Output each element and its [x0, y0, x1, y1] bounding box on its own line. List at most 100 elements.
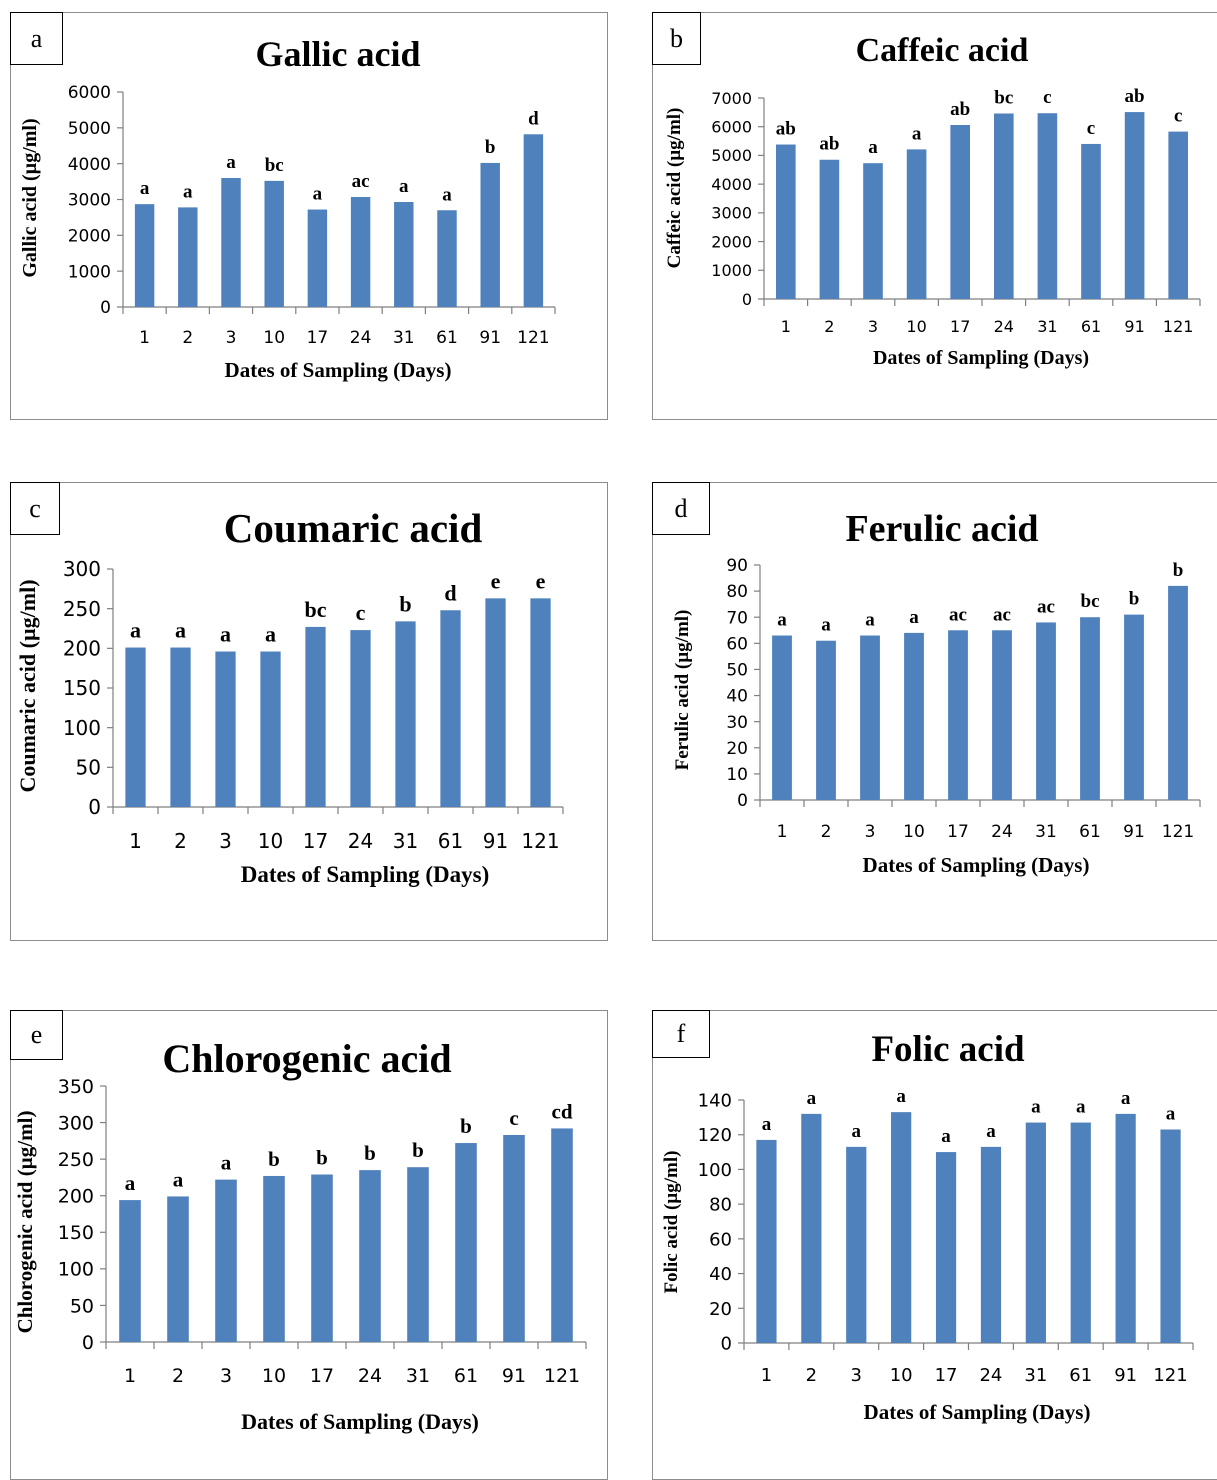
bar-3: [860, 635, 880, 800]
x-tick-label: 3: [851, 1365, 862, 1386]
data-label: a: [399, 176, 409, 197]
data-label: c: [1174, 106, 1182, 127]
y-tick-label: 150: [63, 676, 101, 700]
chart-title: Folic acid: [871, 1029, 1025, 1070]
x-tick-label: 10: [262, 1365, 286, 1387]
bar-31: [395, 621, 416, 807]
y-axis-label: Folic acid (µg/ml): [661, 1151, 682, 1294]
bar-10: [891, 1112, 912, 1343]
bar-121: [1160, 1129, 1181, 1343]
data-label: ab: [1125, 86, 1145, 107]
y-tick-label: 250: [63, 597, 101, 621]
x-axis-label: Dates of Sampling (Days): [864, 1400, 1091, 1424]
x-tick-label: 3: [865, 822, 876, 842]
x-tick-label: 10: [258, 829, 283, 853]
y-tick-label: 300: [58, 1112, 94, 1134]
data-label: a: [909, 607, 919, 628]
y-tick-label: 0: [88, 795, 101, 819]
bar-10: [260, 651, 281, 807]
data-label: a: [125, 1171, 136, 1195]
x-tick-label: 121: [1163, 317, 1194, 336]
data-label: b: [1173, 560, 1184, 581]
data-label: e: [491, 568, 501, 593]
bar-1: [772, 635, 792, 800]
data-label: c: [356, 600, 366, 625]
bar-61: [1070, 1122, 1091, 1343]
y-tick-label: 50: [70, 1295, 94, 1317]
bar-91: [480, 162, 500, 307]
bar-121: [1168, 585, 1188, 800]
y-axis-label: Coumaric acid (µg/ml): [15, 579, 40, 792]
x-tick-label: 91: [502, 1365, 526, 1387]
bar-3: [863, 163, 883, 299]
data-label: ac: [1037, 596, 1055, 617]
bar-121: [551, 1128, 573, 1342]
data-label: b: [364, 1141, 376, 1165]
y-tick-label: 6000: [711, 117, 752, 136]
data-label: a: [183, 181, 193, 202]
data-label: a: [1121, 1088, 1131, 1109]
x-tick-label: 91: [1123, 822, 1145, 842]
bar-61: [440, 610, 461, 807]
data-label: d: [528, 108, 539, 129]
y-tick-label: 80: [709, 1195, 732, 1216]
y-tick-label: 70: [726, 608, 748, 628]
data-label: b: [485, 137, 496, 158]
panel-letter: b: [652, 12, 701, 65]
bar-10: [904, 632, 924, 800]
y-tick-label: 6000: [68, 83, 111, 103]
y-tick-label: 20: [726, 739, 748, 759]
bar-2: [816, 640, 836, 800]
bar-17: [948, 630, 968, 800]
bar-91: [1124, 614, 1144, 800]
x-tick-label: 2: [821, 822, 832, 842]
x-tick-label: 31: [1035, 822, 1057, 842]
bar-17: [311, 1174, 333, 1342]
bar-31: [394, 202, 414, 307]
y-axis-label: Chlorogenic acid (µg/ml): [13, 1111, 37, 1334]
data-label: bc: [305, 597, 327, 622]
y-tick-label: 3000: [68, 191, 111, 211]
bar-10: [263, 1175, 285, 1342]
x-tick-label: 3: [226, 328, 237, 348]
chart-title: Coumaric acid: [224, 505, 483, 551]
bar-91: [1124, 112, 1145, 299]
data-label: c: [1043, 87, 1051, 108]
y-tick-label: 20: [709, 1299, 732, 1320]
data-label: a: [313, 184, 323, 205]
data-label: a: [221, 1151, 232, 1175]
panel-letter: e: [10, 1010, 63, 1060]
data-label: a: [777, 610, 787, 631]
x-tick-label: 91: [483, 829, 508, 853]
bar-17: [950, 124, 971, 300]
bar-61: [1080, 617, 1100, 800]
x-tick-label: 91: [479, 328, 501, 348]
x-axis-label: Dates of Sampling (Days): [873, 347, 1089, 369]
chart-frame: [652, 12, 1217, 420]
bar-2: [167, 1196, 189, 1342]
bar-31: [407, 1167, 429, 1342]
x-tick-label: 1: [124, 1365, 136, 1387]
x-tick-label: 1: [781, 317, 791, 336]
y-tick-label: 3000: [711, 204, 752, 223]
y-tick-label: 200: [63, 637, 101, 661]
data-label: a: [807, 1088, 817, 1109]
x-tick-label: 3: [219, 829, 232, 853]
bar-24: [993, 113, 1014, 300]
bar-121: [1168, 131, 1189, 299]
x-tick-label: 91: [1124, 317, 1144, 336]
bar-1: [775, 144, 796, 299]
data-label: a: [1166, 1104, 1176, 1125]
bar-31: [1037, 113, 1058, 300]
y-tick-label: 80: [726, 582, 748, 602]
y-tick-label: 4000: [711, 175, 752, 194]
y-tick-label: 0: [100, 298, 111, 318]
x-tick-label: 2: [806, 1365, 817, 1386]
y-axis-label: Caffeic acid (µg/ml): [664, 108, 685, 269]
bar-24: [350, 196, 371, 307]
chart-title: Caffeic acid: [856, 32, 1029, 69]
data-label: b: [268, 1147, 280, 1171]
data-label: b: [460, 1114, 472, 1138]
x-tick-label: 3: [220, 1365, 232, 1387]
